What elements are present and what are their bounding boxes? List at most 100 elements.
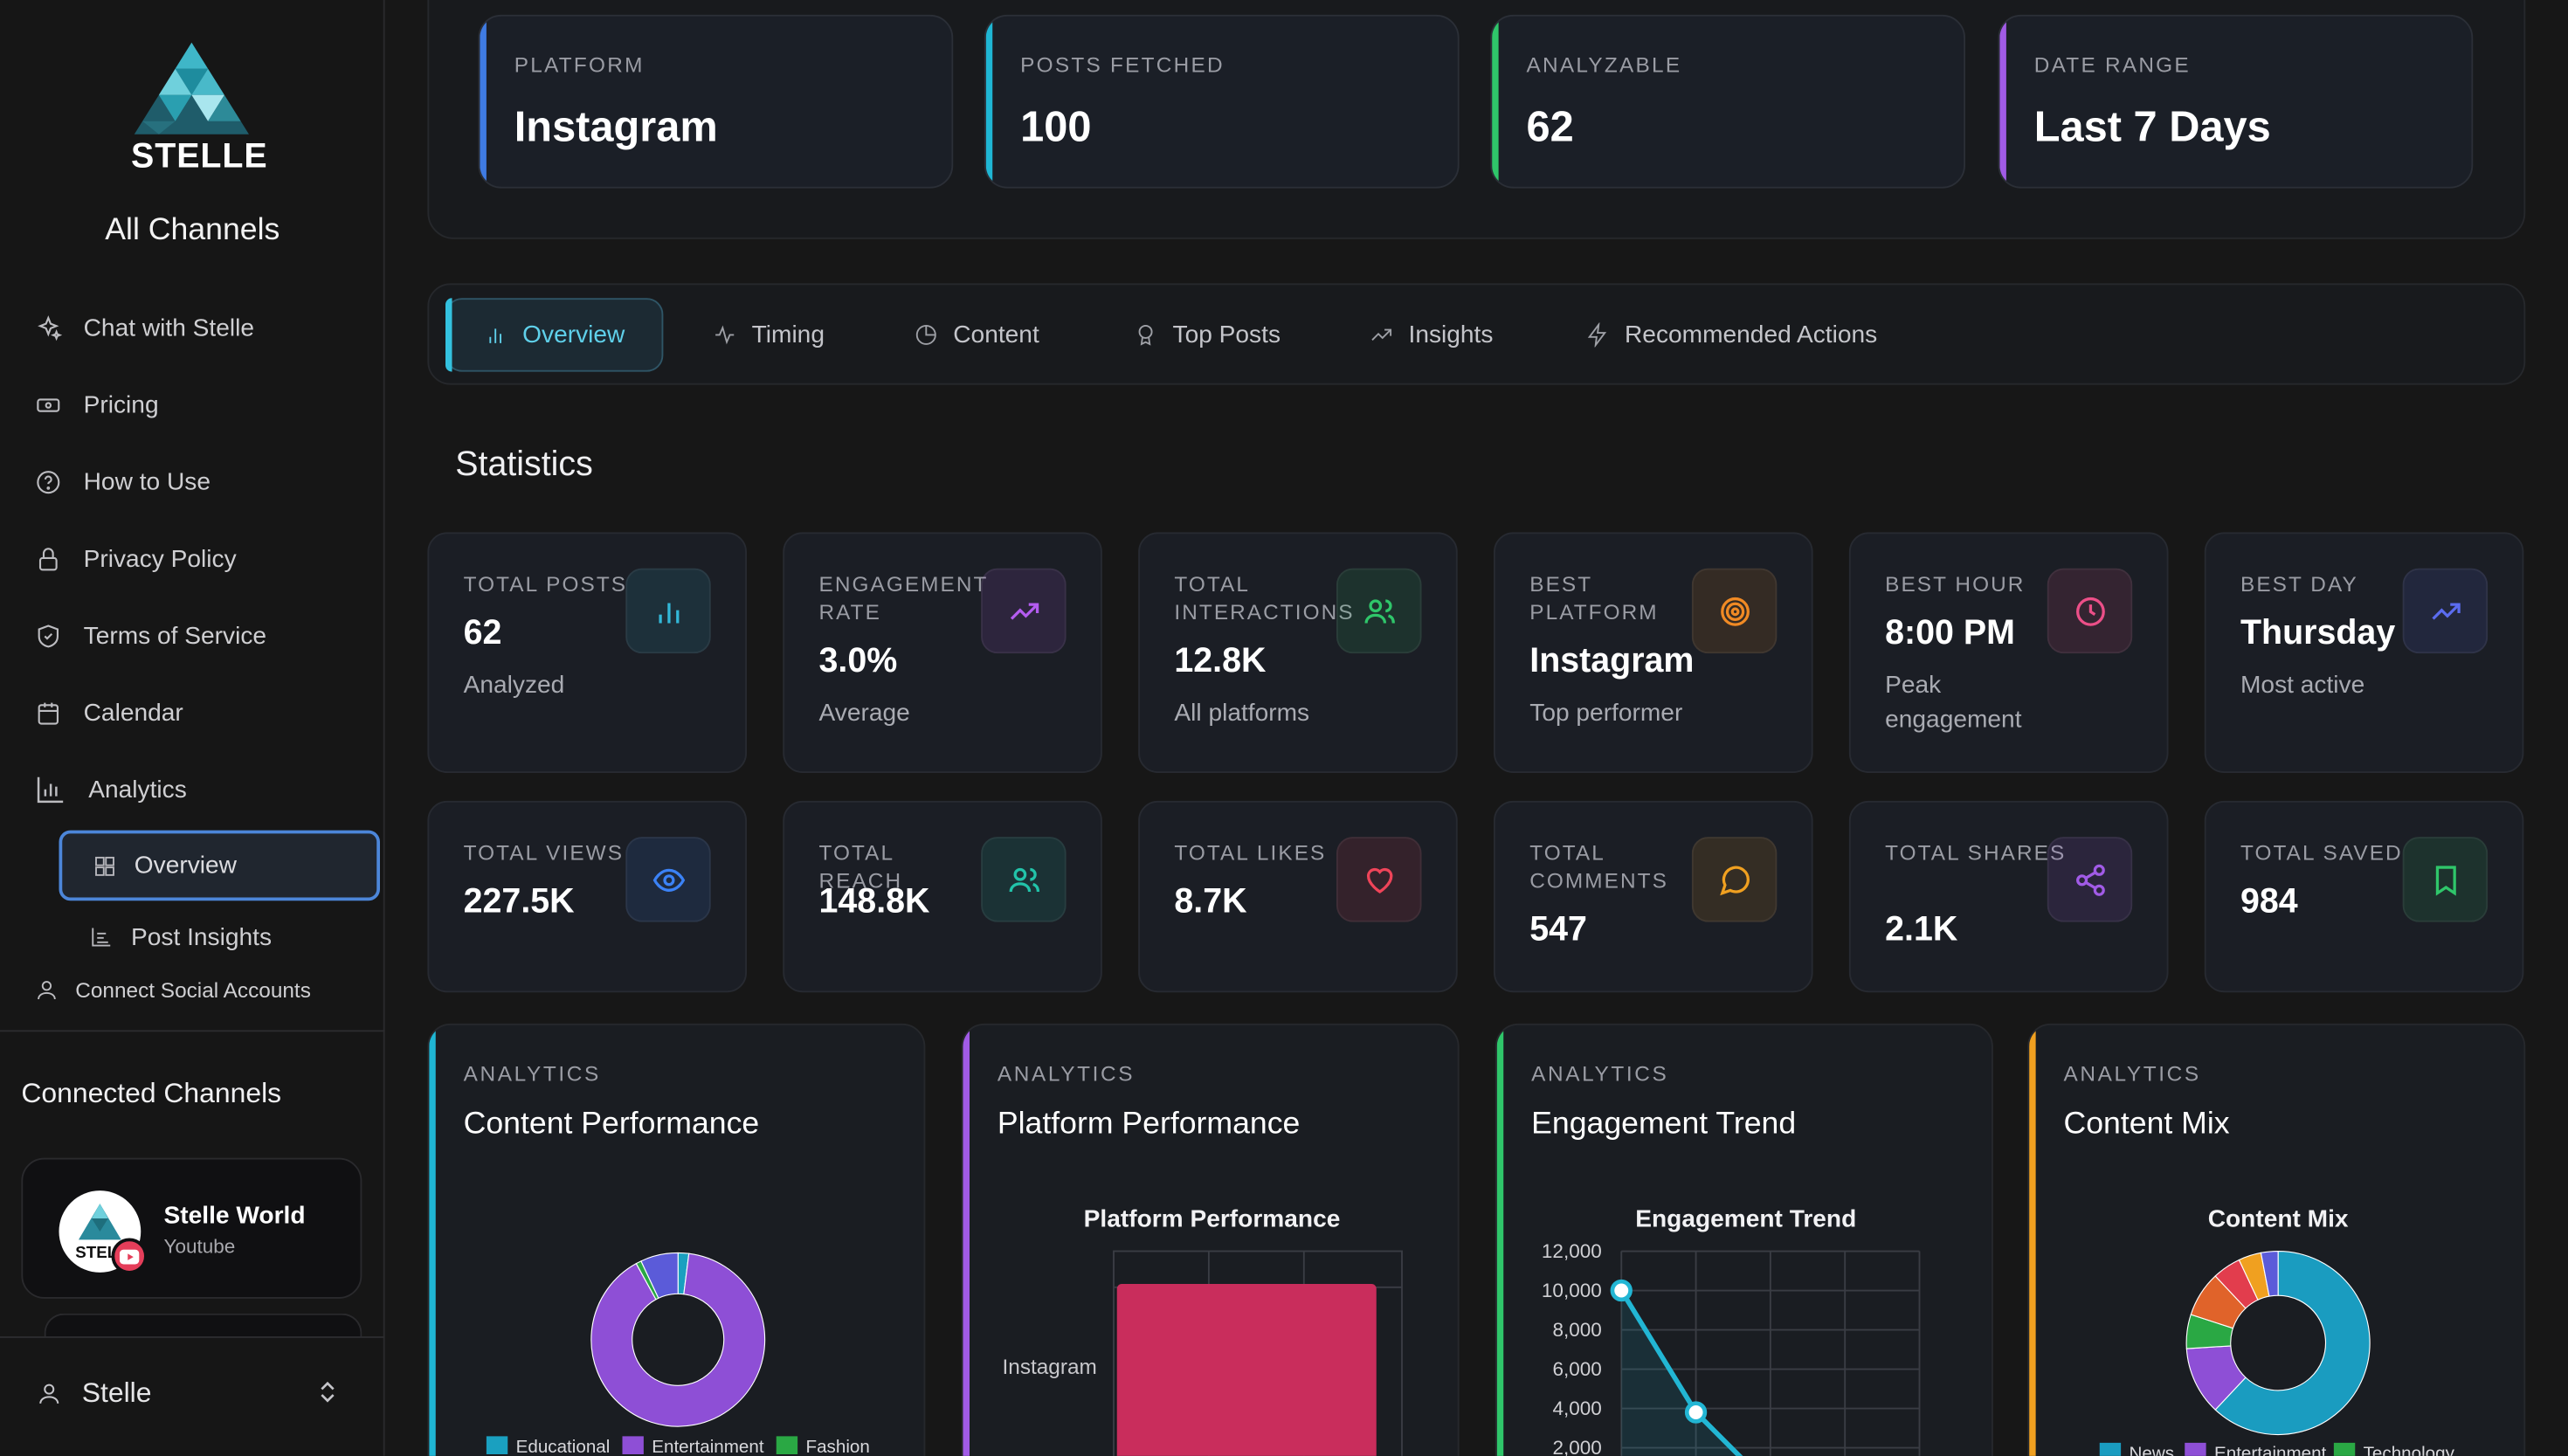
nav-overview-label: Overview: [134, 852, 237, 880]
accent-bar: [1492, 16, 1499, 187]
tab-overview-label: Overview: [522, 321, 625, 349]
pie-slice[interactable]: [2214, 1250, 2371, 1436]
tab-insights-label: Insights: [1408, 321, 1494, 349]
nav-connect-accounts[interactable]: Connect Social Accounts: [34, 977, 311, 1003]
bar-chart-icon: [489, 328, 501, 343]
chart-card-label: ANALYTICS: [2063, 1061, 2201, 1087]
pie-slice[interactable]: [590, 1252, 766, 1427]
nav-post-insights[interactable]: Post Insights: [88, 917, 272, 956]
lock-icon: [38, 547, 58, 570]
stat-value: 62: [463, 614, 502, 652]
stat-value: 8:00 PM: [1885, 614, 2015, 652]
stat-value: 984: [2240, 882, 2298, 921]
nav-terms-label: Terms of Service: [83, 621, 267, 650]
chart-card-title: Engagement Trend: [1531, 1107, 1797, 1142]
bookmark-icon: [2402, 837, 2489, 922]
data-point[interactable]: [1610, 1279, 1633, 1302]
stat-value: Thursday: [2240, 614, 2396, 652]
summary-label: POSTS FETCHED: [1020, 52, 1225, 78]
stat-subtext: Most active: [2240, 671, 2365, 700]
tab-content-label: Content: [953, 321, 1039, 349]
nav-terms[interactable]: Terms of Service: [34, 611, 266, 659]
chart-card-content-mix: ANALYTICS Content Mix Content Mix News Ent…: [2027, 1023, 2526, 1456]
heart-icon: [1336, 837, 1422, 922]
stat-card-engagement-rate: ENGAGEMENT RATE 3.0% Average: [783, 532, 1102, 773]
legend-label: Entertainment: [2214, 1444, 2327, 1456]
y-tick-label: 10,000: [1542, 1280, 1602, 1301]
nav-pricing-label: Pricing: [83, 390, 159, 419]
y-tick-label: 8,000: [1552, 1319, 1601, 1341]
channel-avatar: STEL: [59, 1190, 142, 1273]
stat-card-best-day: BEST DAY Thursday Most active: [2204, 532, 2524, 773]
chart-card-title: Platform Performance: [997, 1107, 1301, 1142]
nav-how-to-use[interactable]: How to Use: [34, 457, 211, 506]
summary-platform: PLATFORM Instagram: [478, 14, 954, 189]
nav-privacy-label: Privacy Policy: [83, 544, 237, 573]
nav-chat[interactable]: Chat with Stelle: [34, 303, 254, 352]
summary-date-range: DATE RANGE Last 7 Days: [1998, 14, 2474, 189]
share-icon: [2047, 837, 2133, 922]
legend-swatch: [2099, 1442, 2122, 1456]
tab-timing[interactable]: Timing: [713, 298, 825, 371]
target-icon: [1691, 568, 1778, 654]
stat-subtext: Average: [818, 699, 910, 728]
stat-label: TOTAL SAVED: [2240, 839, 2403, 865]
user-menu[interactable]: Stelle: [36, 1372, 357, 1415]
tab-overview[interactable]: Overview: [445, 298, 664, 372]
banknote-icon: [37, 397, 60, 411]
tab-top-posts[interactable]: Top Posts: [1134, 298, 1281, 371]
stat-card-total-posts: TOTAL POSTS 62 Analyzed: [427, 532, 747, 773]
users-icon: [1336, 568, 1422, 654]
trending-up-icon: [2402, 568, 2489, 654]
legend-label: Educational: [516, 1437, 611, 1456]
channel-type: Youtube: [163, 1234, 236, 1258]
bar-instagram[interactable]: [1116, 1284, 1377, 1456]
channel-card-partial[interactable]: [44, 1313, 362, 1336]
pie-slice[interactable]: [2260, 1250, 2279, 1297]
accent-bar: [963, 1025, 970, 1456]
stelle-logo[interactable]: STELLE: [131, 39, 268, 180]
zap-icon: [1587, 322, 1607, 348]
channel-card[interactable]: STEL Stelle World Youtube: [21, 1157, 362, 1299]
nav-pricing[interactable]: Pricing: [34, 380, 159, 429]
nav-privacy[interactable]: Privacy Policy: [34, 534, 237, 583]
bar-chart-icon: [37, 776, 64, 804]
chart-title: Platform Performance: [1084, 1204, 1341, 1232]
tab-content[interactable]: Content: [914, 298, 1039, 371]
tab-insights[interactable]: Insights: [1370, 298, 1494, 371]
stat-label: BEST DAY: [2240, 571, 2358, 597]
stat-label: TOTAL VIEWS: [463, 839, 625, 865]
chart-title: Content Mix: [2208, 1204, 2349, 1232]
nav-calendar[interactable]: Calendar: [34, 688, 183, 737]
stat-label: BEST HOUR: [1885, 571, 2026, 597]
sparkles-icon: [38, 314, 63, 341]
calendar-icon: [38, 701, 59, 724]
stat-label: TOTAL COMMENTS: [1529, 839, 1668, 893]
logo-text: STELLE: [131, 137, 268, 176]
summary-label: PLATFORM: [514, 52, 645, 78]
summary-value: Instagram: [514, 101, 718, 151]
pie-slice[interactable]: [640, 1252, 679, 1299]
area-fill: [1621, 1290, 1740, 1456]
stat-label: TOTAL SHARES: [1885, 839, 2067, 865]
chart-title: Engagement Trend: [1635, 1204, 1856, 1232]
stat-card-total-views: TOTAL VIEWS 227.5K: [427, 800, 747, 993]
nav-overview[interactable]: Overview: [59, 830, 380, 901]
chart-card-platform-performance: ANALYTICS Platform Performance Platform …: [961, 1023, 1460, 1456]
accent-bar: [1496, 1025, 1504, 1456]
stat-label: TOTAL INTERACTIONS: [1174, 571, 1355, 624]
chart-card-label: ANALYTICS: [463, 1061, 601, 1087]
stat-card-total-likes: TOTAL LIKES 8.7K: [1138, 800, 1458, 993]
stat-card-best-platform: BEST PLATFORM Instagram Top performer: [1494, 532, 1813, 773]
content-mix-chart: Content Mix News Entertainment Technology: [2099, 1204, 2455, 1456]
summary-analyzable: ANALYZABLE 62: [1490, 14, 1965, 189]
data-point[interactable]: [1684, 1401, 1708, 1424]
stat-card-total-saved: TOTAL SAVED 984: [2204, 800, 2524, 993]
tab-top-posts-label: Top Posts: [1172, 321, 1281, 349]
users-icon: [981, 837, 1067, 922]
tab-recommended-actions[interactable]: Recommended Actions: [1585, 298, 1877, 371]
activity-icon: [715, 325, 735, 345]
trending-up-icon: [981, 568, 1067, 654]
nav-analytics[interactable]: Analytics: [34, 765, 187, 814]
tab-actions-label: Recommended Actions: [1625, 321, 1878, 349]
